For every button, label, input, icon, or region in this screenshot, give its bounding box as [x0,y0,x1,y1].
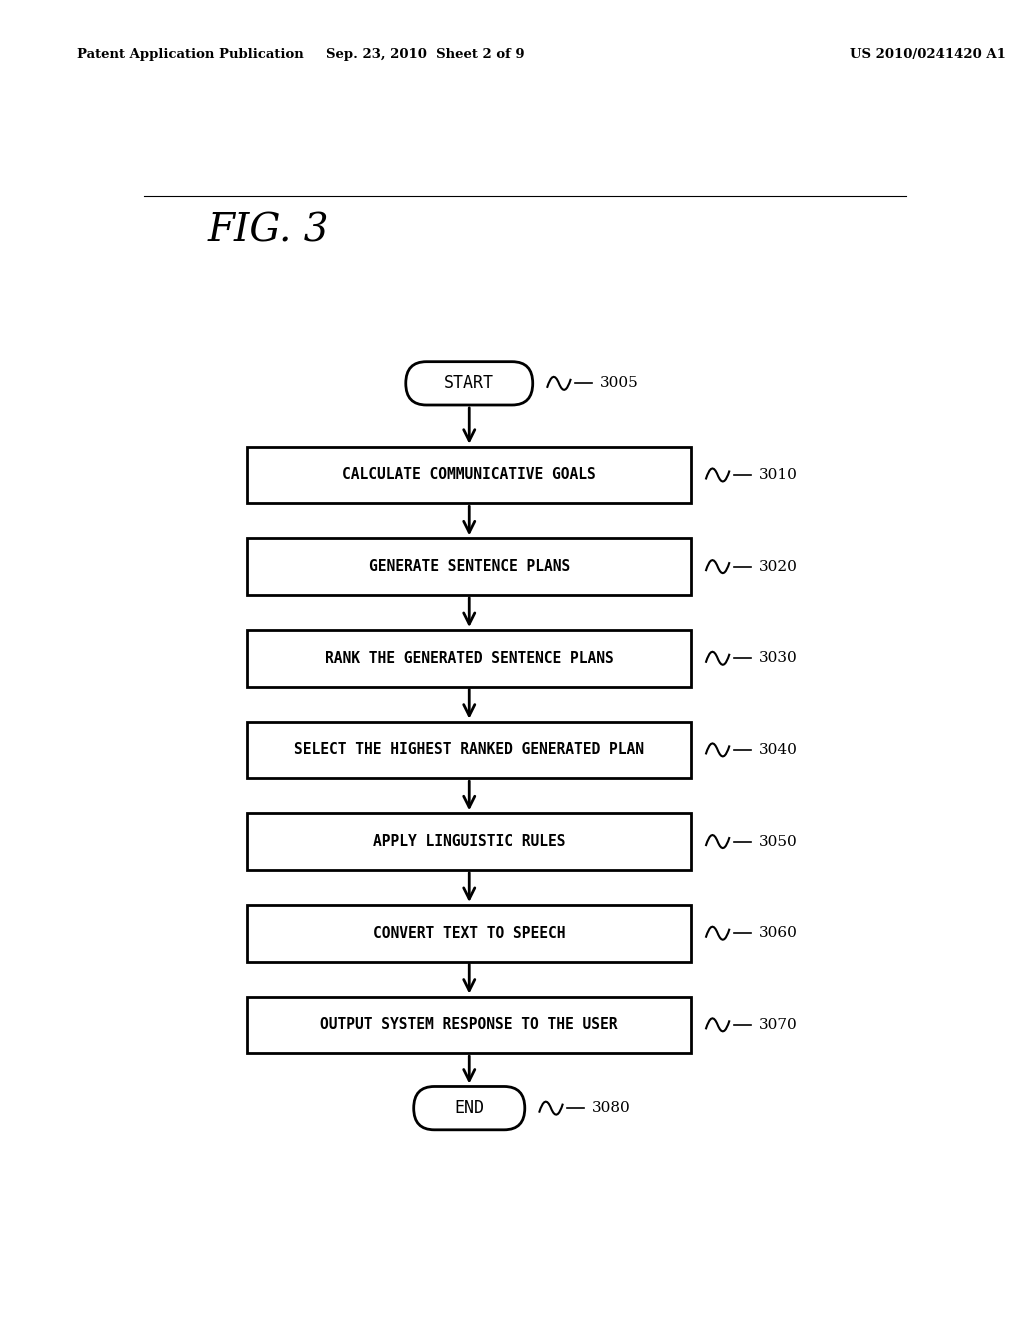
Text: RANK THE GENERATED SENTENCE PLANS: RANK THE GENERATED SENTENCE PLANS [325,651,613,665]
Text: 3020: 3020 [759,560,798,574]
Text: 3080: 3080 [592,1101,631,1115]
FancyBboxPatch shape [247,906,691,961]
Text: FIG. 3: FIG. 3 [207,213,329,249]
Text: CALCULATE COMMUNICATIVE GOALS: CALCULATE COMMUNICATIVE GOALS [342,467,596,483]
Text: 3070: 3070 [759,1018,798,1032]
Text: GENERATE SENTENCE PLANS: GENERATE SENTENCE PLANS [369,560,570,574]
FancyBboxPatch shape [247,539,691,595]
FancyBboxPatch shape [247,997,691,1053]
FancyBboxPatch shape [406,362,532,405]
FancyBboxPatch shape [247,813,691,870]
FancyBboxPatch shape [247,446,691,503]
FancyBboxPatch shape [247,630,691,686]
Text: US 2010/0241420 A1: US 2010/0241420 A1 [850,48,1006,61]
Text: 3040: 3040 [759,743,798,756]
Text: OUTPUT SYSTEM RESPONSE TO THE USER: OUTPUT SYSTEM RESPONSE TO THE USER [321,1018,618,1032]
Text: CONVERT TEXT TO SPEECH: CONVERT TEXT TO SPEECH [373,925,565,941]
Text: 3030: 3030 [759,651,798,665]
FancyBboxPatch shape [414,1086,524,1130]
Text: START: START [444,375,495,392]
Text: 3010: 3010 [759,469,798,482]
Text: 3060: 3060 [759,927,798,940]
Text: Patent Application Publication: Patent Application Publication [77,48,303,61]
Text: 3005: 3005 [600,376,639,391]
Text: Sep. 23, 2010  Sheet 2 of 9: Sep. 23, 2010 Sheet 2 of 9 [326,48,524,61]
Text: APPLY LINGUISTIC RULES: APPLY LINGUISTIC RULES [373,834,565,849]
Text: 3050: 3050 [759,834,798,849]
FancyBboxPatch shape [247,722,691,779]
Text: SELECT THE HIGHEST RANKED GENERATED PLAN: SELECT THE HIGHEST RANKED GENERATED PLAN [294,742,644,758]
Text: END: END [455,1100,484,1117]
